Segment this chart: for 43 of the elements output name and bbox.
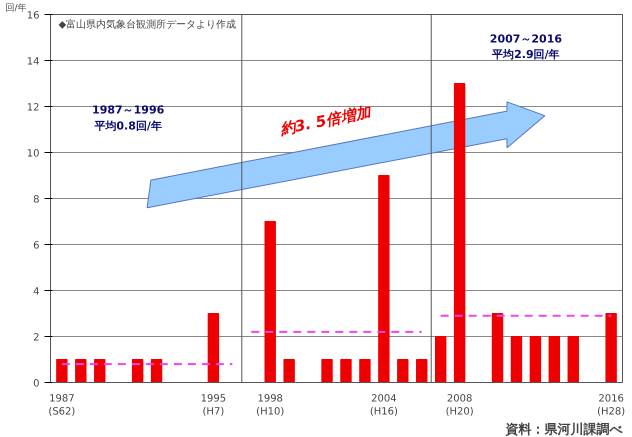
y-tick-label: 8: [33, 194, 40, 206]
bar: [340, 359, 352, 382]
bar: [359, 359, 371, 382]
bar: [434, 336, 446, 382]
x-tick-label: 1987 (S62): [48, 394, 76, 418]
bar: [132, 359, 144, 382]
bar: [264, 221, 276, 382]
x-tick-label: 2008 (H20): [446, 394, 474, 418]
bar: [510, 336, 522, 382]
bar: [454, 83, 466, 382]
bar: [397, 359, 408, 382]
y-tick-label: 12: [26, 102, 40, 114]
annotation: 2007～2016 平均2.9回/年: [490, 32, 562, 61]
bar: [208, 313, 220, 382]
x-tick-label: 1998 (H10): [256, 394, 284, 418]
bar: [94, 359, 106, 382]
bar: [568, 336, 579, 382]
x-tick-label: 2016 (H28): [597, 394, 626, 418]
bar: [378, 175, 390, 382]
x-tick-label: 1995 (H7): [200, 394, 226, 418]
annotation: 約3. 5倍増加: [277, 102, 374, 139]
y-tick-label: 16: [26, 10, 40, 22]
bar: [530, 336, 542, 382]
y-tick-label: 10: [26, 148, 40, 160]
bar: [492, 313, 504, 382]
bar: [56, 359, 68, 382]
bar: [548, 336, 560, 382]
annotation: 1987～1996 平均0.8回/年: [92, 104, 165, 132]
bar: [416, 359, 428, 382]
bar: [283, 359, 295, 382]
annotation: ◆富山県内気象台観測所データより作成: [58, 18, 236, 31]
bar: [75, 359, 87, 382]
y-axis-title: 回/年: [6, 2, 27, 14]
bar: [321, 359, 333, 382]
bar: [150, 359, 162, 382]
y-tick-label: 6: [33, 240, 40, 252]
text: 資料：県河川課調べ: [504, 422, 624, 437]
y-tick-label: 4: [33, 286, 40, 298]
y-tick-label: 2: [33, 332, 40, 344]
y-tick-label: 14: [26, 56, 40, 68]
bar: [605, 313, 617, 382]
y-tick-label: 0: [33, 378, 40, 390]
x-tick-label: 2004 (H16): [370, 394, 398, 418]
